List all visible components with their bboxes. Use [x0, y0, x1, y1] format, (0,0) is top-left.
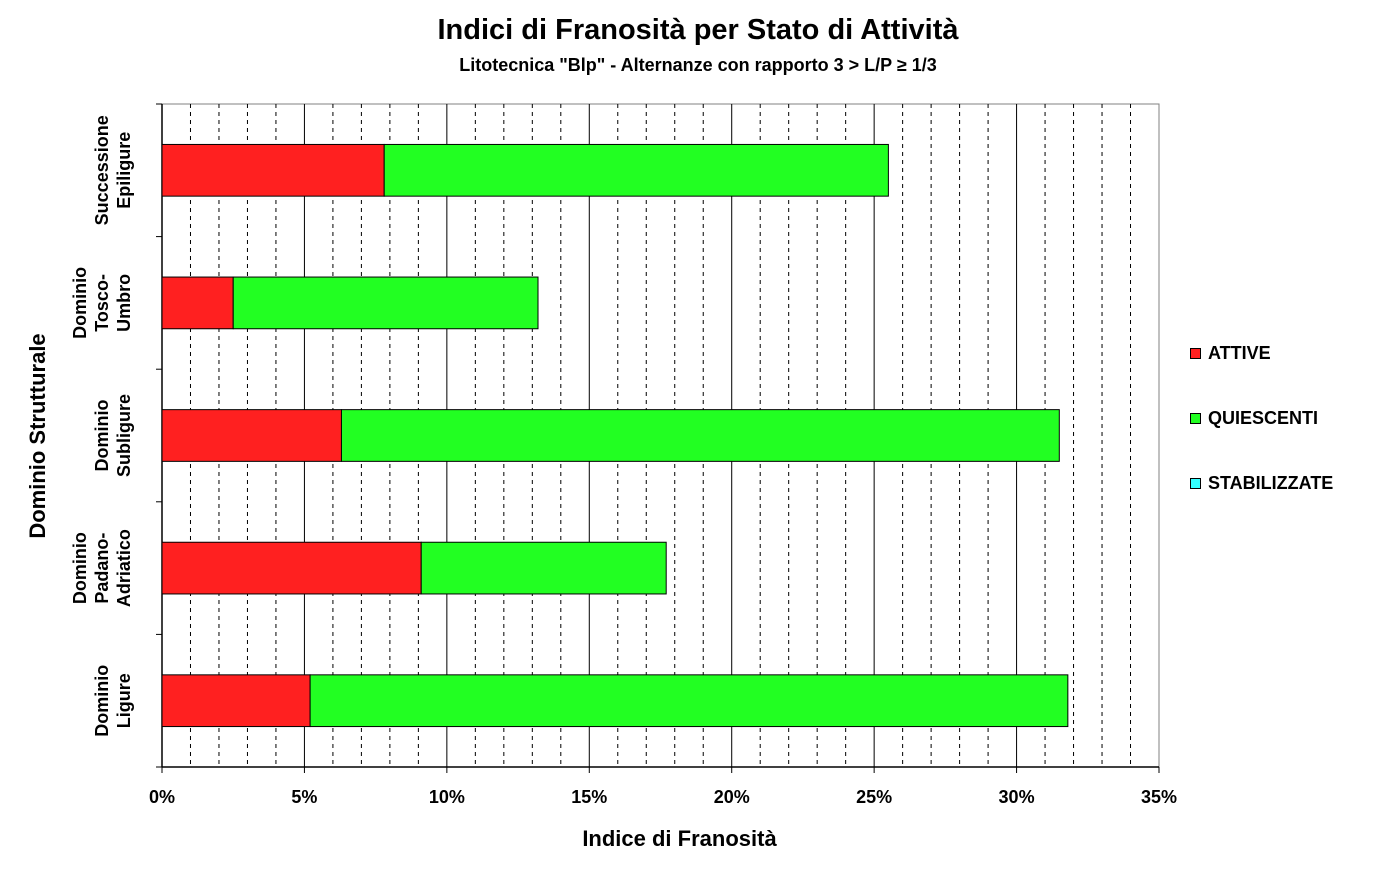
chart-title: Indici di Franosità per Stato di Attivit… [437, 14, 959, 46]
legend-item-stabilizzate: STABILIZZATE [1190, 472, 1333, 494]
x-tick-label: 10% [429, 787, 465, 807]
y-category-label: Dominio Ligure [92, 665, 134, 737]
x-tick-label: 25% [856, 787, 892, 807]
y-category-label-line: Subligure [114, 394, 134, 477]
bar-quiescenti [232, 276, 539, 330]
x-tick-label: 30% [999, 787, 1035, 807]
bar-quiescenti [420, 541, 667, 595]
y-category-label: Successione Epiligure [92, 115, 134, 225]
legend-swatch-attive [1190, 347, 1201, 359]
legend-label-quiescenti: QUIESCENTI [1208, 407, 1319, 428]
bar-quiescenti [340, 409, 1060, 462]
legend-label-attive: ATTIVE [1208, 342, 1271, 363]
bar-attive [161, 409, 342, 462]
y-category-label: Dominio Padano- Adriatico [70, 529, 134, 607]
x-tick-label: 20% [714, 787, 750, 807]
chart-subtitle: Litotecnica "Blp" - Alternanze con rappo… [459, 55, 937, 75]
legend-item-quiescenti: QUIESCENTI [1190, 407, 1333, 429]
y-category-label-line: Dominio [92, 665, 112, 737]
x-tick-label: 0% [149, 787, 175, 807]
y-category-label: Dominio Subligure [92, 394, 134, 477]
legend-item-attive: ATTIVE [1190, 342, 1333, 364]
y-category-label-line: Tosco- [92, 274, 112, 332]
y-category-label-line: Ligure [114, 673, 134, 728]
y-category-label-line: Dominio [92, 400, 112, 472]
bar-attive [161, 276, 234, 330]
bar-attive [161, 541, 422, 595]
y-category-label-line: Umbro [114, 274, 134, 332]
x-axis-label: Indice di Franosità [582, 826, 777, 851]
y-category-label-line: Epiligure [114, 132, 134, 209]
y-category-label-line: Adriatico [114, 529, 134, 607]
x-tick-label: 15% [571, 787, 607, 807]
legend-swatch-stabilizzate [1190, 477, 1201, 489]
x-tick-label: 5% [291, 787, 317, 807]
legend-swatch-quiescenti [1190, 412, 1201, 424]
legend-label-stabilizzate: STABILIZZATE [1208, 472, 1334, 493]
y-category-label-line: Padano- [92, 533, 112, 604]
y-category-label-line: Dominio [70, 532, 90, 604]
bar-attive [161, 674, 311, 728]
x-tick-label: 35% [1141, 787, 1177, 807]
y-category-label-line: Dominio [70, 267, 90, 339]
legend: ATTIVE QUIESCENTI STABILIZZATE [1190, 342, 1333, 537]
bar-attive [161, 143, 385, 197]
bar-quiescenti [383, 143, 889, 197]
bar-quiescenti [309, 674, 1069, 728]
y-category-label: Dominio Tosco- Umbro [70, 267, 134, 339]
y-category-label-line: Successione [92, 115, 112, 225]
